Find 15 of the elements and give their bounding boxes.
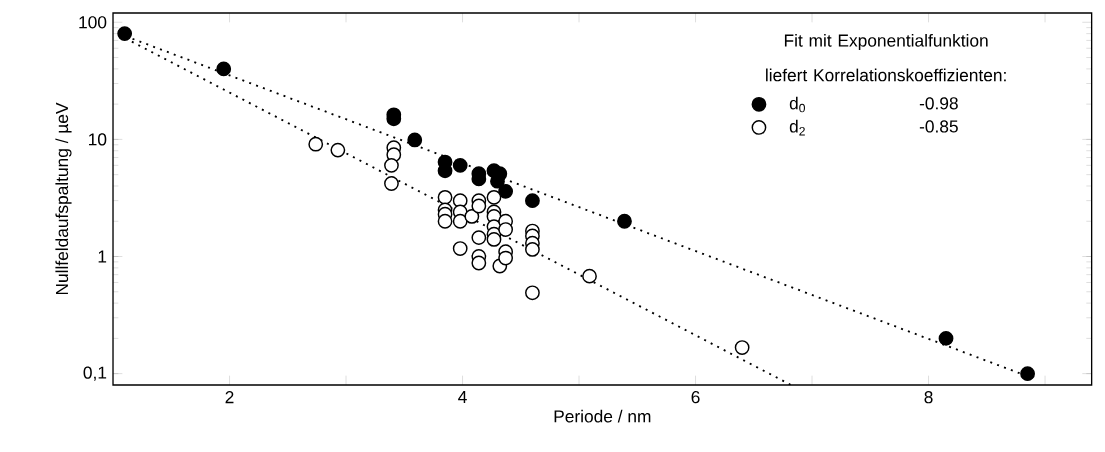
x-axis-title: Periode / nm bbox=[554, 409, 651, 423]
x-tick-label: 8 bbox=[924, 391, 933, 404]
annotation: -0.98 bbox=[919, 97, 958, 110]
y-axis-title: Nullfeldaufspaltung / µeV bbox=[55, 102, 72, 295]
y-tick-label: 100 bbox=[79, 16, 107, 29]
legend-label: d$_{2}$ bbox=[789, 119, 805, 136]
y-tick-label: 0,1 bbox=[83, 366, 107, 381]
annotation: -0.85 bbox=[919, 120, 958, 133]
x-tick-label: 4 bbox=[458, 391, 467, 403]
y-tick-label: 1 bbox=[98, 250, 107, 263]
x-tick-label: 2 bbox=[225, 391, 234, 404]
legend-label: d$_{0}$ bbox=[789, 96, 805, 113]
x-tick-label: 6 bbox=[691, 391, 700, 404]
legend-title: Fit mit Exponentialfunktion liefert Korrelationskoeffizienten: bbox=[766, 33, 1006, 82]
y-tick-label: 10 bbox=[89, 133, 107, 146]
